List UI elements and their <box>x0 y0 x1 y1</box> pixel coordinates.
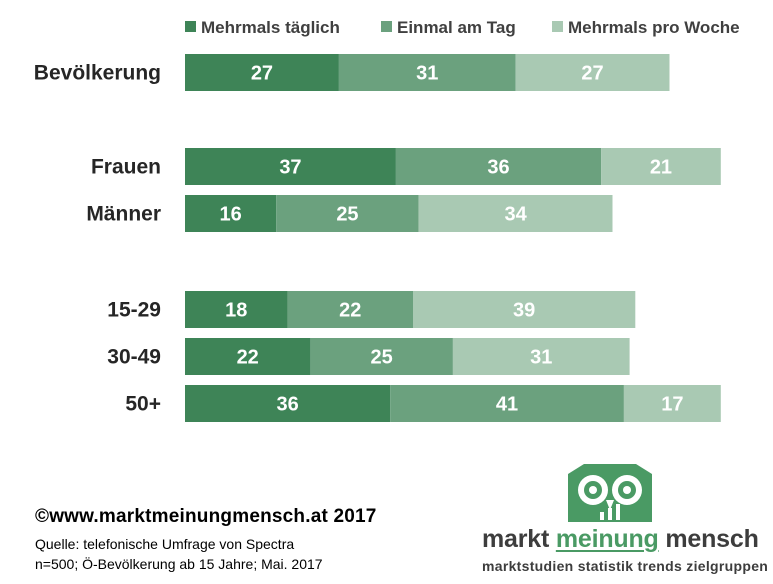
legend-label-mehrmals-taeglich: Mehrmals täglich <box>201 18 340 37</box>
data-label-30-49-mehrmals-pro-woche: 31 <box>530 347 552 369</box>
bar-15-29-mehrmals-pro-woche <box>413 291 636 328</box>
data-label-maenner-einmal-am-tag: 25 <box>336 204 358 226</box>
data-label-maenner-mehrmals-pro-woche: 34 <box>504 204 527 226</box>
data-label-bevoelkerung-mehrmals-taeglich: 27 <box>251 63 273 85</box>
logo-tagline: marktstudien statistik trends zielgruppe… <box>482 558 769 574</box>
data-label-15-29-mehrmals-pro-woche: 39 <box>513 300 535 322</box>
bar-30-49-einmal-am-tag <box>310 338 453 375</box>
data-label-15-29-mehrmals-taeglich: 18 <box>225 300 247 322</box>
data-label-50-einmal-am-tag: 41 <box>496 394 518 416</box>
bar-maenner-einmal-am-tag <box>276 195 419 232</box>
legend-label-mehrmals-pro-woche: Mehrmals pro Woche <box>568 18 740 37</box>
category-label-15-29: 15-29 <box>107 299 161 322</box>
owl-icon <box>568 464 652 522</box>
logo-wordmark: markt meinung mensch <box>482 525 759 553</box>
data-label-30-49-mehrmals-taeglich: 22 <box>237 347 259 369</box>
data-label-frauen-mehrmals-pro-woche: 21 <box>650 157 672 179</box>
bar-maenner-mehrmals-taeglich <box>185 195 277 232</box>
category-label-bevoelkerung: Bevölkerung <box>34 62 161 85</box>
data-label-frauen-einmal-am-tag: 36 <box>487 157 509 179</box>
bar-30-49-mehrmals-pro-woche <box>452 338 630 375</box>
bar-bevoelkerung-mehrmals-pro-woche <box>515 54 670 91</box>
category-label-maenner: Männer <box>86 203 161 226</box>
copyright-text: ©www.marktmeinungmensch.at 2017 <box>35 506 377 527</box>
chart-bars: 27 31 27 37 36 21 16 25 34 18 22 39 22 25 31 36 41 17 <box>185 54 721 422</box>
bar-50-einmal-am-tag <box>390 385 624 422</box>
data-label-30-49-einmal-am-tag: 25 <box>371 347 393 369</box>
bar-frauen-mehrmals-taeglich <box>185 148 396 185</box>
data-label-frauen-mehrmals-taeglich: 37 <box>279 157 301 179</box>
legend-swatch-mehrmals-pro-woche <box>552 21 563 32</box>
data-label-bevoelkerung-mehrmals-pro-woche: 27 <box>581 63 603 85</box>
bar-15-29-einmal-am-tag <box>287 291 413 328</box>
source-line-1: Quelle: telefonische Umfrage von Spectra <box>35 536 295 552</box>
data-label-bevoelkerung-einmal-am-tag: 31 <box>416 63 438 85</box>
bar-15-29-mehrmals-taeglich <box>185 291 288 328</box>
bar-50-mehrmals-pro-woche <box>623 385 721 422</box>
bar-maenner-mehrmals-pro-woche <box>418 195 613 232</box>
bar-bevoelkerung-mehrmals-taeglich <box>185 54 339 91</box>
data-label-50-mehrmals-taeglich: 36 <box>276 394 298 416</box>
bar-50-mehrmals-taeglich <box>185 385 391 422</box>
category-label-30-49: 30-49 <box>107 346 161 369</box>
data-label-maenner-mehrmals-taeglich: 16 <box>219 204 241 226</box>
bar-frauen-einmal-am-tag <box>395 148 602 185</box>
legend-swatch-mehrmals-taeglich <box>185 21 196 32</box>
legend-label-einmal-am-tag: Einmal am Tag <box>397 18 516 37</box>
bar-30-49-mehrmals-taeglich <box>185 338 311 375</box>
source-text: Quelle: telefonische Umfrage von Spectra… <box>35 534 377 574</box>
legend-swatch-einmal-am-tag <box>381 21 392 32</box>
footer: ©www.marktmeinungmensch.at 2017 Quelle: … <box>35 506 377 574</box>
data-label-15-29-einmal-am-tag: 22 <box>339 300 361 322</box>
bar-bevoelkerung-einmal-am-tag <box>338 54 516 91</box>
source-line-2: n=500; Ö-Bevölkerung ab 15 Jahre; Mai. 2… <box>35 556 323 572</box>
category-label-frauen: Frauen <box>91 156 161 179</box>
chart-legend: Mehrmals täglich Einmal am Tag Mehrmals pr… <box>185 18 740 37</box>
brand-logo: markt meinung mensch marktstudien statis… <box>480 460 768 578</box>
bar-frauen-mehrmals-pro-woche <box>601 148 721 185</box>
category-labels: Bevölkerung Frauen Männer 15-29 30-49 50+ <box>34 62 161 416</box>
category-label-50: 50+ <box>125 393 161 416</box>
data-label-50-mehrmals-pro-woche: 17 <box>661 394 683 416</box>
